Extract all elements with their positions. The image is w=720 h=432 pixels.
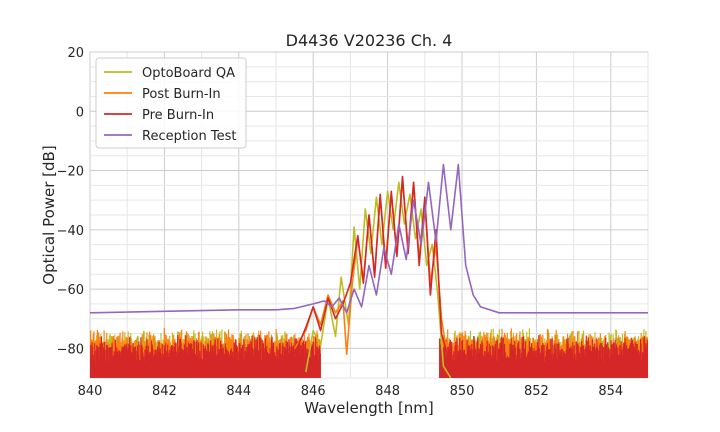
x-tick-label: 842: [152, 384, 177, 399]
x-tick-label: 846: [301, 384, 326, 399]
series-line-pre-burn-in: [293, 175, 450, 361]
x-tick-label: 852: [524, 384, 549, 399]
legend: OptoBoard QA Post Burn-In Pre Burn-In Recep…: [95, 57, 247, 149]
x-tick-label: 840: [78, 384, 103, 399]
y-tick-label: −40: [57, 224, 84, 239]
x-tick-label: 854: [598, 384, 623, 399]
x-tick-label: 850: [450, 384, 475, 399]
y-tick-label: −20: [57, 165, 84, 180]
x-ticks: 840 842 844 846 848 850 852 854: [78, 384, 624, 399]
legend-label: Pre Burn-In: [142, 108, 214, 123]
series-line-reception-test: [90, 163, 648, 314]
series-lines: [90, 163, 648, 378]
series-line-optoboard-qa: [305, 181, 452, 378]
noise-floor: [90, 327, 648, 378]
y-tick-label: −80: [57, 342, 84, 357]
chart-title: D4436 V20236 Ch. 4: [286, 31, 453, 50]
x-tick-label: 844: [226, 384, 251, 399]
y-tick-label: 20: [67, 46, 84, 61]
legend-box: [95, 57, 247, 149]
legend-label: Post Burn-In: [142, 87, 221, 102]
legend-label: Reception Test: [142, 129, 236, 144]
x-axis-label: Wavelength [nm]: [304, 399, 434, 417]
y-tick-label: 0: [76, 105, 84, 120]
x-tick-label: 848: [375, 384, 400, 399]
legend-label: OptoBoard QA: [142, 66, 235, 81]
y-ticks: 20 0 −20 −40 −60 −80: [57, 46, 84, 357]
y-axis-label: Optical Power [dB]: [40, 145, 58, 284]
noise-pre-burn-in: [90, 334, 648, 378]
y-tick-label: −60: [57, 283, 84, 298]
